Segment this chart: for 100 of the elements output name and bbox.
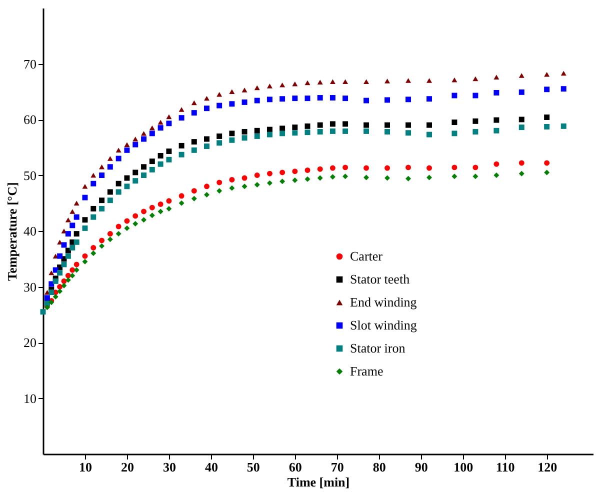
point xyxy=(149,204,155,210)
point xyxy=(242,135,248,141)
point xyxy=(158,202,164,207)
point xyxy=(406,130,412,136)
point xyxy=(342,128,348,134)
point xyxy=(544,114,550,120)
point xyxy=(74,214,80,220)
point xyxy=(452,130,458,136)
y-tick-label: 40 xyxy=(24,224,36,238)
point xyxy=(116,224,122,230)
point xyxy=(216,102,222,108)
point xyxy=(141,131,146,136)
point xyxy=(544,86,550,92)
point xyxy=(330,165,336,171)
point xyxy=(266,126,272,132)
x-tick-label: 120 xyxy=(538,460,558,474)
y-tick-label: 10 xyxy=(24,390,36,406)
point xyxy=(178,115,184,121)
point xyxy=(518,73,524,78)
point xyxy=(141,136,146,142)
point xyxy=(116,148,122,153)
point xyxy=(544,170,550,176)
point xyxy=(124,175,130,181)
point xyxy=(266,180,272,186)
point xyxy=(342,174,348,180)
x-tick-label: 20 xyxy=(120,460,134,474)
x-tick-label: 100 xyxy=(454,460,474,474)
point xyxy=(141,208,146,214)
point xyxy=(304,123,310,129)
point xyxy=(70,209,76,214)
point xyxy=(266,132,272,138)
point xyxy=(44,295,50,301)
point xyxy=(57,288,63,294)
point xyxy=(124,147,130,153)
point xyxy=(472,76,478,82)
point xyxy=(116,180,122,186)
point xyxy=(191,147,197,153)
x-tick-label: 80 xyxy=(372,460,386,474)
point xyxy=(40,309,46,315)
point xyxy=(70,272,76,278)
point xyxy=(99,238,105,244)
point xyxy=(494,172,500,178)
point xyxy=(292,178,298,184)
point xyxy=(216,180,222,186)
y-tick-label: 50 xyxy=(24,168,36,183)
point xyxy=(472,129,478,135)
point xyxy=(132,213,138,219)
point xyxy=(384,175,390,181)
point xyxy=(74,239,80,245)
point xyxy=(518,124,524,130)
point xyxy=(229,176,235,182)
point xyxy=(342,96,348,102)
point xyxy=(364,174,370,180)
point xyxy=(452,174,458,180)
point xyxy=(107,231,113,237)
point xyxy=(158,120,164,125)
x-tick-label: 60 xyxy=(288,460,302,474)
point xyxy=(65,277,71,283)
point xyxy=(304,130,310,136)
y-tick-label: 60 xyxy=(24,112,36,127)
point xyxy=(70,244,76,250)
point xyxy=(99,243,105,249)
point xyxy=(242,175,248,181)
point xyxy=(280,170,286,176)
point xyxy=(494,161,500,167)
point xyxy=(560,123,566,129)
point xyxy=(254,98,260,104)
point xyxy=(292,124,298,130)
point xyxy=(204,184,210,190)
legend-label: Stator iron xyxy=(350,340,406,356)
point xyxy=(107,189,113,195)
point xyxy=(280,178,286,184)
point xyxy=(426,132,432,138)
point xyxy=(141,217,146,223)
point xyxy=(406,78,412,83)
point xyxy=(166,120,172,126)
point xyxy=(494,117,500,123)
point xyxy=(166,156,172,162)
point xyxy=(82,225,88,231)
point xyxy=(61,262,67,268)
point xyxy=(242,99,248,105)
point xyxy=(426,174,432,180)
point xyxy=(330,79,336,84)
point xyxy=(254,172,260,178)
point xyxy=(204,144,210,149)
point xyxy=(452,164,458,170)
point xyxy=(216,92,222,97)
point xyxy=(149,130,155,136)
x-tick-label: 110 xyxy=(496,460,515,474)
point xyxy=(518,89,524,95)
point xyxy=(304,96,310,102)
point xyxy=(107,236,113,242)
point xyxy=(452,78,458,82)
point xyxy=(426,165,432,171)
point xyxy=(90,172,96,178)
point xyxy=(384,122,390,128)
x-tick-label: 10 xyxy=(78,460,92,474)
point xyxy=(124,225,130,231)
point xyxy=(149,125,155,130)
point xyxy=(158,125,164,131)
